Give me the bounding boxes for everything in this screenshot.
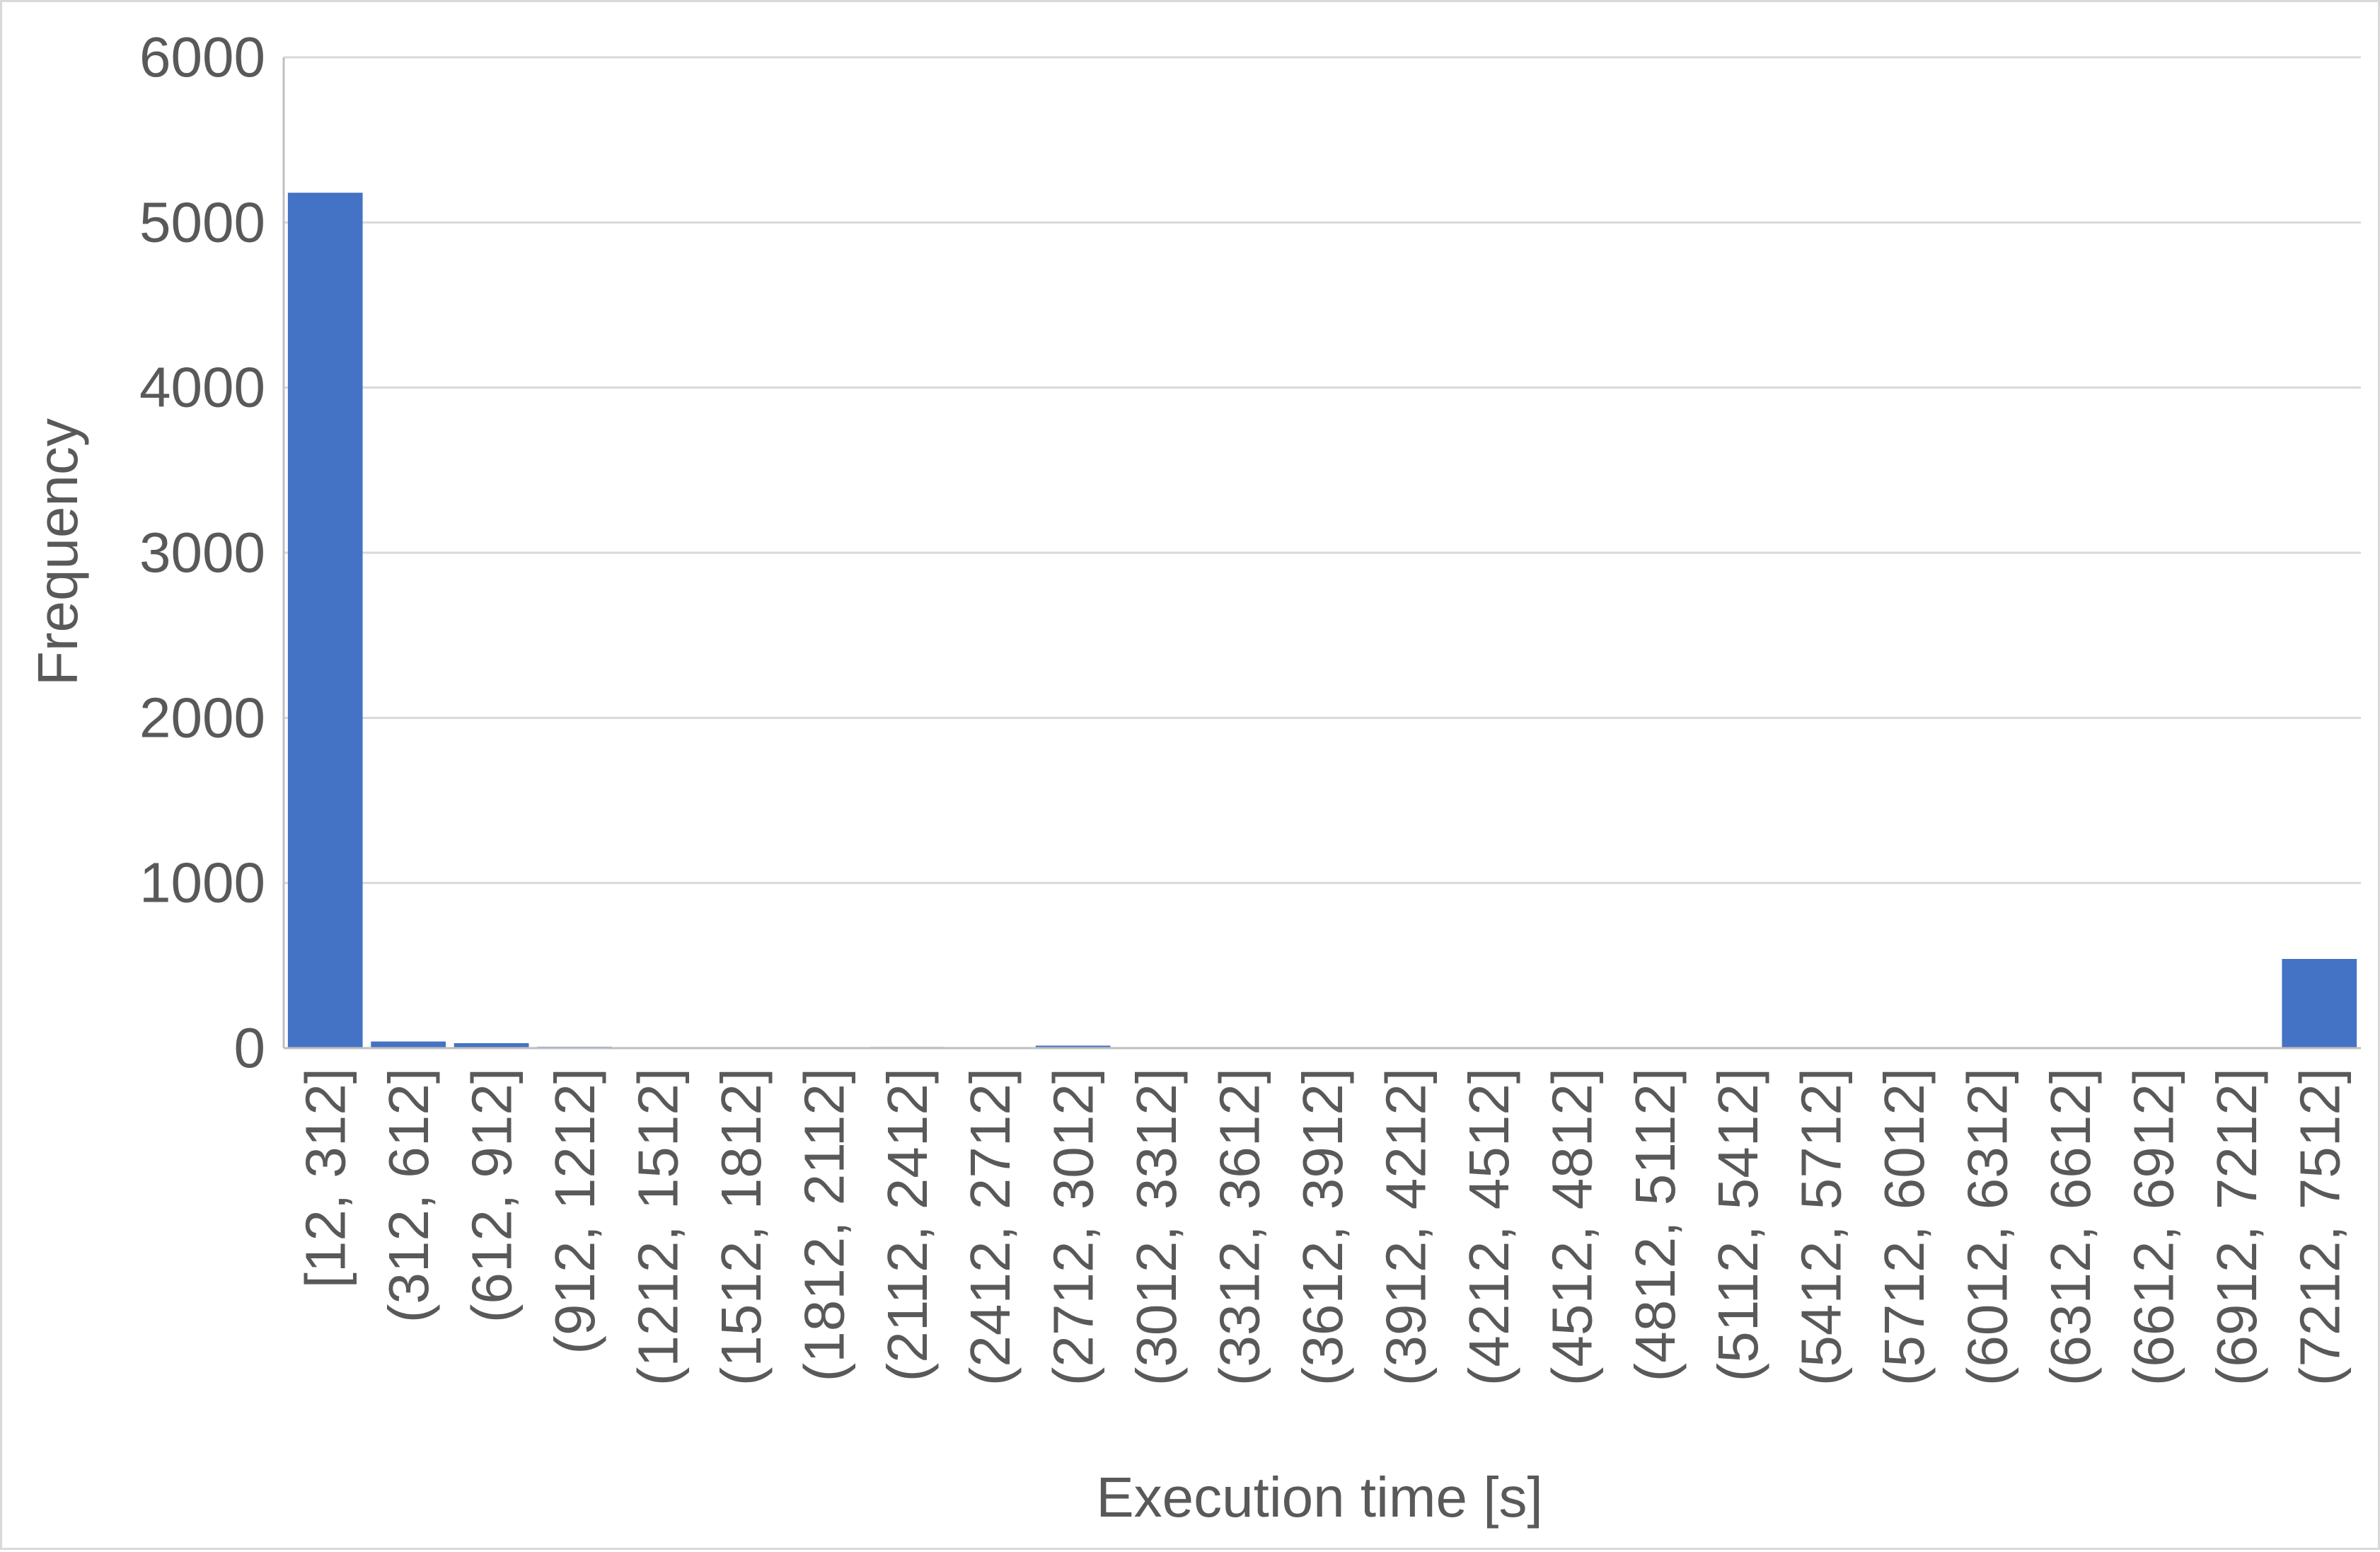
x-tick-label-9: (2712, 3012]	[1042, 1068, 1105, 1386]
y-tick-label-5: 5000	[139, 190, 265, 253]
x-tick-label-8: (2412, 2712]	[959, 1068, 1022, 1386]
x-tick-label-10: (3012, 3312]	[1125, 1068, 1188, 1386]
x-tick-label-1: (312, 612]	[377, 1068, 440, 1323]
x-tick-label-11: (3312, 3612]	[1208, 1068, 1271, 1386]
y-tick-label-3: 3000	[139, 521, 265, 584]
x-tick-label-2: (612, 912]	[461, 1068, 524, 1323]
x-tick-label-7: (2112, 2412]	[876, 1068, 939, 1381]
x-tick-label-24: (7212, 7512]	[2288, 1068, 2351, 1386]
y-tick-label-0: 0	[234, 1016, 266, 1079]
x-tick-label-14: (4212, 4512]	[1457, 1068, 1520, 1386]
x-tick-label-15: (4512, 4812]	[1540, 1068, 1603, 1386]
bar-24	[2282, 959, 2357, 1048]
x-tick-label-6: (1812, 2112]	[792, 1068, 855, 1381]
x-tick-label-21: (6312, 6612]	[2039, 1068, 2102, 1386]
x-tick-label-12: (3612, 3912]	[1291, 1068, 1354, 1386]
bar-0	[288, 192, 363, 1048]
x-tick-label-22: (6612, 6912]	[2122, 1068, 2185, 1386]
x-tick-label-18: (5412, 5712]	[1790, 1068, 1853, 1386]
bars	[288, 192, 2357, 1048]
y-tick-label-2: 2000	[139, 686, 265, 749]
x-tick-label-16: (4812, 5112]	[1624, 1068, 1687, 1381]
y-tick-label-4: 4000	[139, 356, 265, 419]
x-tick-label-23: (6912, 7212]	[2205, 1068, 2268, 1386]
y-tick-label-1: 1000	[139, 851, 265, 914]
x-tick-label-17: (5112, 5412]	[1706, 1068, 1769, 1381]
y-tick-label-6: 6000	[139, 25, 265, 88]
x-tick-label-5: (1512, 1812]	[710, 1068, 773, 1386]
x-tick-label-3: (912, 1212]	[543, 1068, 606, 1355]
x-tick-labels: [12, 312] (312, 612] (612, 912] (912, 1212]…	[294, 1068, 2352, 1386]
x-tick-label-0: [12, 312]	[294, 1068, 357, 1288]
x-tick-label-20: (6012, 6312]	[1956, 1068, 2019, 1386]
x-tick-label-13: (3912, 4212]	[1374, 1068, 1437, 1386]
x-axis-title: Execution time [s]	[1096, 1466, 1542, 1529]
x-tick-label-4: (1212, 1512]	[626, 1068, 689, 1386]
x-tick-label-19: (5712, 6012]	[1873, 1068, 1936, 1386]
y-axis-title: Frequency	[26, 418, 89, 686]
y-tick-labels: 0 1000 2000 3000 4000 5000 6000	[139, 25, 265, 1079]
gridlines	[284, 57, 2361, 883]
